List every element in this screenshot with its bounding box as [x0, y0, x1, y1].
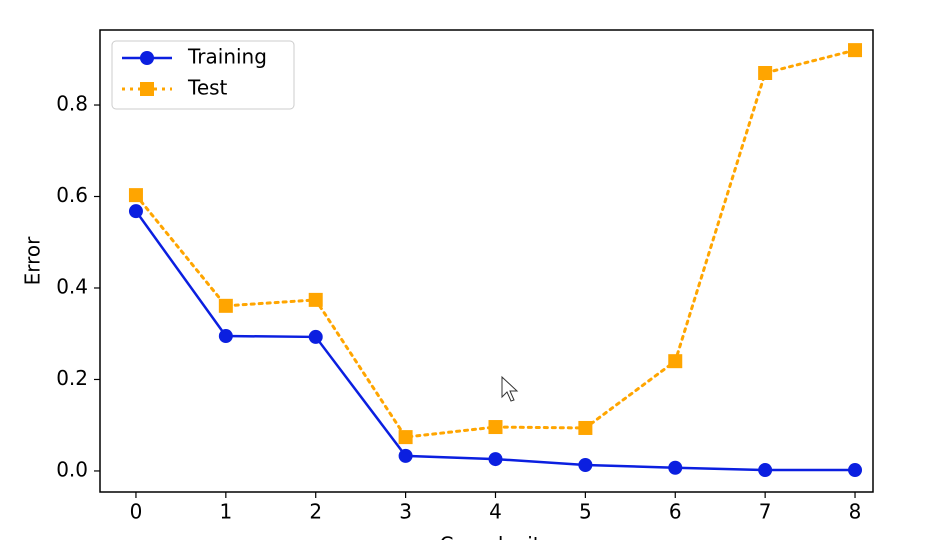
data-point [488, 452, 503, 467]
data-point [128, 204, 143, 219]
data-point [578, 420, 593, 435]
x-tick-label: 8 [849, 500, 862, 524]
legend-label: Training [187, 45, 267, 69]
legend-marker [140, 51, 154, 65]
x-tick-label: 4 [489, 500, 502, 524]
x-tick-label: 2 [309, 500, 322, 524]
data-point [758, 65, 773, 80]
data-point [668, 354, 683, 369]
data-point [218, 329, 233, 344]
x-tick-label: 0 [130, 500, 143, 524]
mouse-cursor [501, 375, 519, 402]
data-point [128, 188, 143, 203]
data-point [758, 463, 773, 478]
data-point [308, 292, 323, 307]
data-point [578, 458, 593, 473]
legend-label: Test [187, 76, 228, 100]
y-tick-label: 0.6 [56, 183, 88, 207]
data-point [308, 329, 323, 344]
data-point [848, 43, 863, 58]
x-tick-label: 7 [759, 500, 772, 524]
y-tick-label: 0.4 [56, 274, 88, 298]
data-point [398, 448, 413, 463]
data-point [218, 298, 233, 313]
x-tick-label: 6 [669, 500, 682, 524]
x-tick-label: 5 [579, 500, 592, 524]
plot-frame [99, 29, 874, 493]
x-axis-label: Complexity [440, 533, 553, 540]
legend-marker [140, 82, 154, 96]
y-tick-label: 0.0 [56, 457, 88, 481]
x-tick-label: 3 [399, 500, 412, 524]
y-tick-label: 0.2 [56, 366, 88, 390]
data-point [848, 463, 863, 478]
y-axis-label: Error [21, 236, 45, 286]
data-point [668, 460, 683, 475]
data-point [398, 430, 413, 445]
data-point [488, 420, 503, 435]
x-tick-label: 1 [219, 500, 232, 524]
y-tick-label: 0.8 [56, 92, 88, 116]
